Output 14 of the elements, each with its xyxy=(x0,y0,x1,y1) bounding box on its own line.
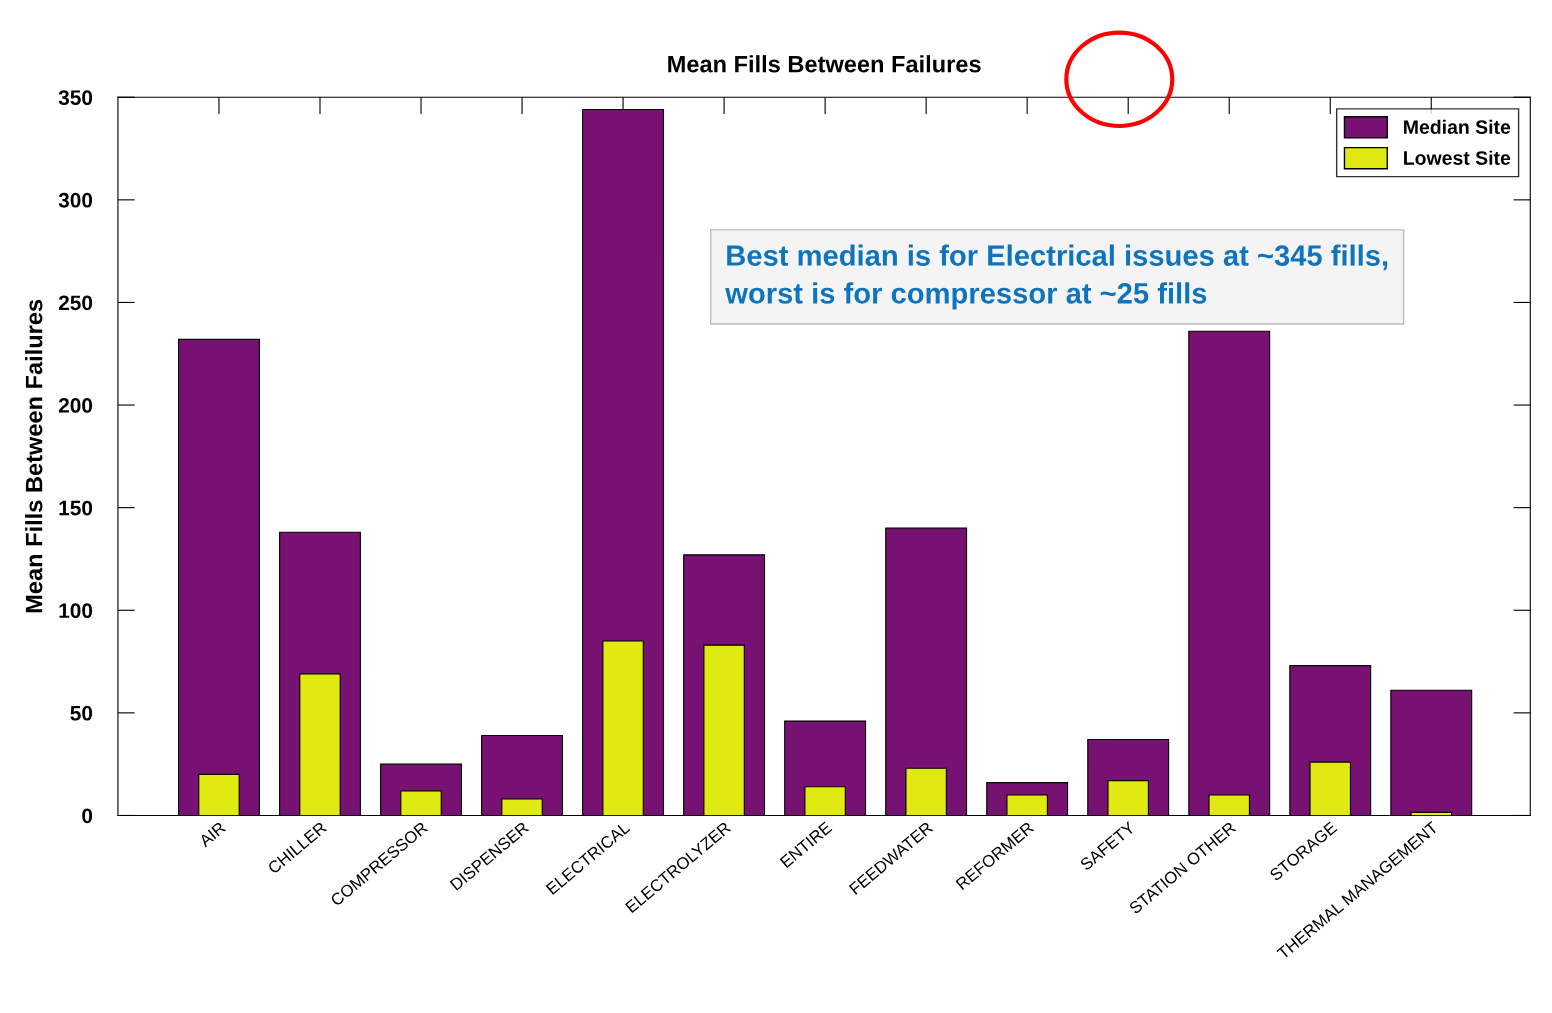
y-tick-label: 100 xyxy=(59,603,93,619)
y-axis-title: Mean Fills Between Failures xyxy=(25,299,43,613)
y-tick-label: 150 xyxy=(59,500,93,516)
y-tick-label: 200 xyxy=(58,398,93,413)
y-tick-label: 300 xyxy=(58,192,93,208)
y-tick-label: 350 xyxy=(58,90,93,106)
y-tick-label: 0 xyxy=(82,808,93,824)
chart-title: Mean Fills Between Failures xyxy=(668,55,981,73)
x-tick-label: AIR xyxy=(198,821,227,848)
y-tick-label: 250 xyxy=(58,295,93,311)
annotation: Best median is for Electrical issues at ~345 fills, worst is for compressor at ~25 fills xyxy=(725,244,1388,310)
legend-label: Median Site xyxy=(1404,119,1511,134)
legend-label: Lowest Site xyxy=(1404,150,1511,165)
y-tick-label: 50 xyxy=(70,705,93,721)
